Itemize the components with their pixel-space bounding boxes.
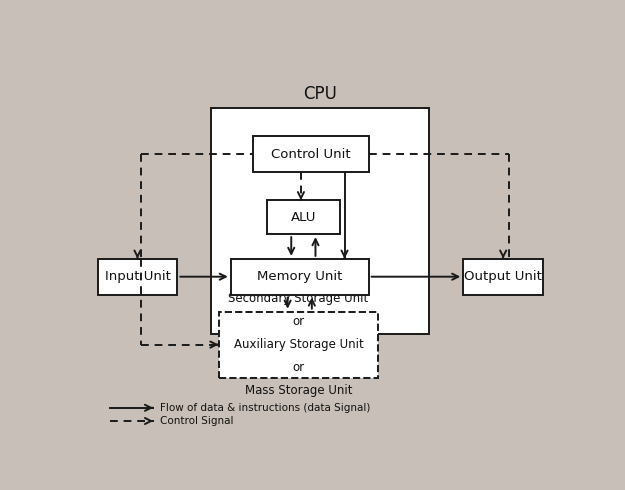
Bar (253, 136, 369, 172)
Bar (219, 312, 379, 378)
Text: Output Unit: Output Unit (464, 270, 542, 283)
Text: Flow of data & instructions (data Signal): Flow of data & instructions (data Signal… (161, 403, 371, 413)
Bar (231, 259, 369, 294)
Bar (267, 200, 340, 234)
Text: Secondary Storage Unit
or
Auxiliary Storage Unit
or
Mass Storage Unit: Secondary Storage Unit or Auxiliary Stor… (228, 292, 369, 397)
Text: Memory Unit: Memory Unit (257, 270, 343, 283)
Bar (211, 108, 429, 334)
Bar (98, 259, 178, 294)
Text: CPU: CPU (303, 85, 338, 103)
Text: Input Unit: Input Unit (104, 270, 171, 283)
Text: ALU: ALU (291, 211, 316, 224)
Bar (463, 259, 543, 294)
Text: Control Unit: Control Unit (271, 147, 351, 161)
Text: Control Signal: Control Signal (161, 416, 234, 426)
